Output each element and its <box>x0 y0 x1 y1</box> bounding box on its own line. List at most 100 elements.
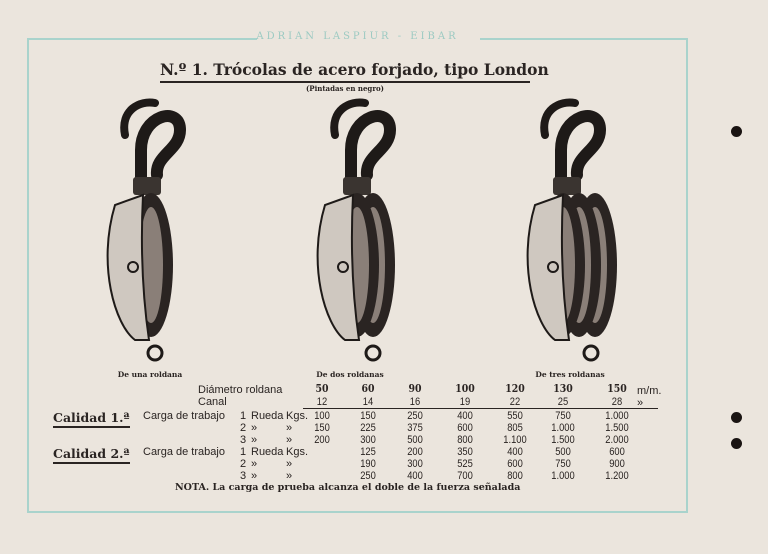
punch-hole <box>731 438 742 449</box>
table-cell: 125 <box>360 446 376 458</box>
bottom-eye <box>582 344 600 362</box>
quality-label: Calidad 2.ª <box>53 446 130 464</box>
row-load-label: Carga de trabajo <box>143 446 225 458</box>
row-unit: » <box>286 434 293 446</box>
hook-icon <box>135 110 187 191</box>
row-wheel-label: » <box>251 470 258 482</box>
row-unit: » <box>286 458 293 470</box>
canal-value: 16 <box>409 396 421 408</box>
diameter-value: 90 <box>408 382 422 395</box>
bottom-eye <box>364 344 382 362</box>
header-rule <box>303 408 658 409</box>
table-cell: 400 <box>507 446 523 458</box>
row-wheel-label: » <box>251 458 258 470</box>
table-cell: 250 <box>407 410 423 422</box>
diameter-value: 50 <box>315 382 329 395</box>
table-cell: 800 <box>507 470 523 482</box>
canal-value: 14 <box>362 396 374 408</box>
row-wheel-count: 2 <box>240 458 247 470</box>
diameter-value: 100 <box>455 382 475 395</box>
row-load-label: Carga de trabajo <box>143 410 225 422</box>
row-unit: Kgs. <box>286 446 309 458</box>
table-cell: 1.500 <box>605 422 629 434</box>
row-wheel-count: 1 <box>240 446 247 458</box>
diameter-label: Diámetro roldana <box>198 384 283 396</box>
canal-unit: » <box>637 397 644 409</box>
table-cell: 500 <box>555 446 571 458</box>
canal-value: 22 <box>509 396 521 408</box>
page-subtitle: (Pintadas en negro) <box>306 84 384 93</box>
table-cell: 190 <box>360 458 376 470</box>
table-cell: 750 <box>555 410 571 422</box>
row-wheel-label: » <box>251 422 258 434</box>
table-cell: 1.500 <box>551 434 575 446</box>
table-cell: 500 <box>407 434 423 446</box>
brand-header: ADRIAN LASPIUR - EIBAR <box>256 31 459 42</box>
page-frame <box>27 38 688 513</box>
caption-double-sheave: De dos roldanas <box>316 370 384 379</box>
note: NOTA. La carga de prueba alcanza el dobl… <box>175 482 521 493</box>
row-unit: Kgs. <box>286 410 309 422</box>
unit-label: m/m. <box>637 385 662 397</box>
table-cell: 350 <box>457 446 473 458</box>
row-unit: » <box>286 470 293 482</box>
table-cell: 300 <box>407 458 423 470</box>
table-cell: 225 <box>360 422 376 434</box>
pulley-block-3 <box>526 98 617 362</box>
table-cell: 400 <box>407 470 423 482</box>
table-cell: 700 <box>457 470 473 482</box>
diameter-value: 120 <box>505 382 525 395</box>
quality-label: Calidad 1.ª <box>53 410 130 428</box>
table-cell: 375 <box>407 422 423 434</box>
row-unit: » <box>286 422 293 434</box>
table-cell: 1.000 <box>551 470 575 482</box>
caption-triple-sheave: De tres roldanas <box>535 370 605 379</box>
canal-value: 28 <box>611 396 623 408</box>
table-cell: 400 <box>457 410 473 422</box>
hook-icon <box>555 110 607 191</box>
table-cell: 150 <box>314 422 330 434</box>
table-cell: 525 <box>457 458 473 470</box>
axle-pin <box>127 261 139 273</box>
table-cell: 1.000 <box>551 422 575 434</box>
diameter-value: 130 <box>553 382 573 395</box>
table-cell: 200 <box>314 434 330 446</box>
table-cell: 600 <box>457 422 473 434</box>
hook-icon <box>345 110 397 191</box>
table-cell: 750 <box>555 458 571 470</box>
row-wheel-label: Rueda <box>251 446 284 458</box>
frame-top-right <box>480 38 688 40</box>
row-wheel-count: 1 <box>240 410 247 422</box>
canal-value: 25 <box>557 396 569 408</box>
diameter-value: 150 <box>607 382 627 395</box>
canal-value: 12 <box>316 396 328 408</box>
punch-hole <box>731 412 742 423</box>
table-cell: 1.100 <box>503 434 527 446</box>
table-cell: 550 <box>507 410 523 422</box>
swivel <box>343 177 371 195</box>
page-title: N.º 1. Trócolas de acero forjado, tipo L… <box>160 60 549 83</box>
table-cell: 300 <box>360 434 376 446</box>
pulley-block-1 <box>106 98 187 362</box>
table-cell: 100 <box>314 410 330 422</box>
row-wheel-count: 3 <box>240 434 247 446</box>
table-cell: 150 <box>360 410 376 422</box>
caption-single-sheave: De una roldana <box>117 370 183 379</box>
pulley-block-2 <box>316 98 397 362</box>
swivel <box>133 177 161 195</box>
axle-pin <box>337 261 349 273</box>
pulley-illustrations <box>106 98 617 362</box>
row-wheel-label: » <box>251 434 258 446</box>
row-wheel-count: 3 <box>240 470 247 482</box>
table-cell: 2.000 <box>605 434 629 446</box>
hook-tip <box>120 98 159 139</box>
diameter-value: 60 <box>361 382 375 395</box>
table-cell: 800 <box>457 434 473 446</box>
table-cell: 1.200 <box>605 470 629 482</box>
swivel <box>553 177 581 195</box>
axle-pin <box>547 261 559 273</box>
bottom-eye <box>146 344 164 362</box>
table-cell: 200 <box>407 446 423 458</box>
hook-tip <box>540 98 579 139</box>
punch-hole <box>731 126 742 137</box>
